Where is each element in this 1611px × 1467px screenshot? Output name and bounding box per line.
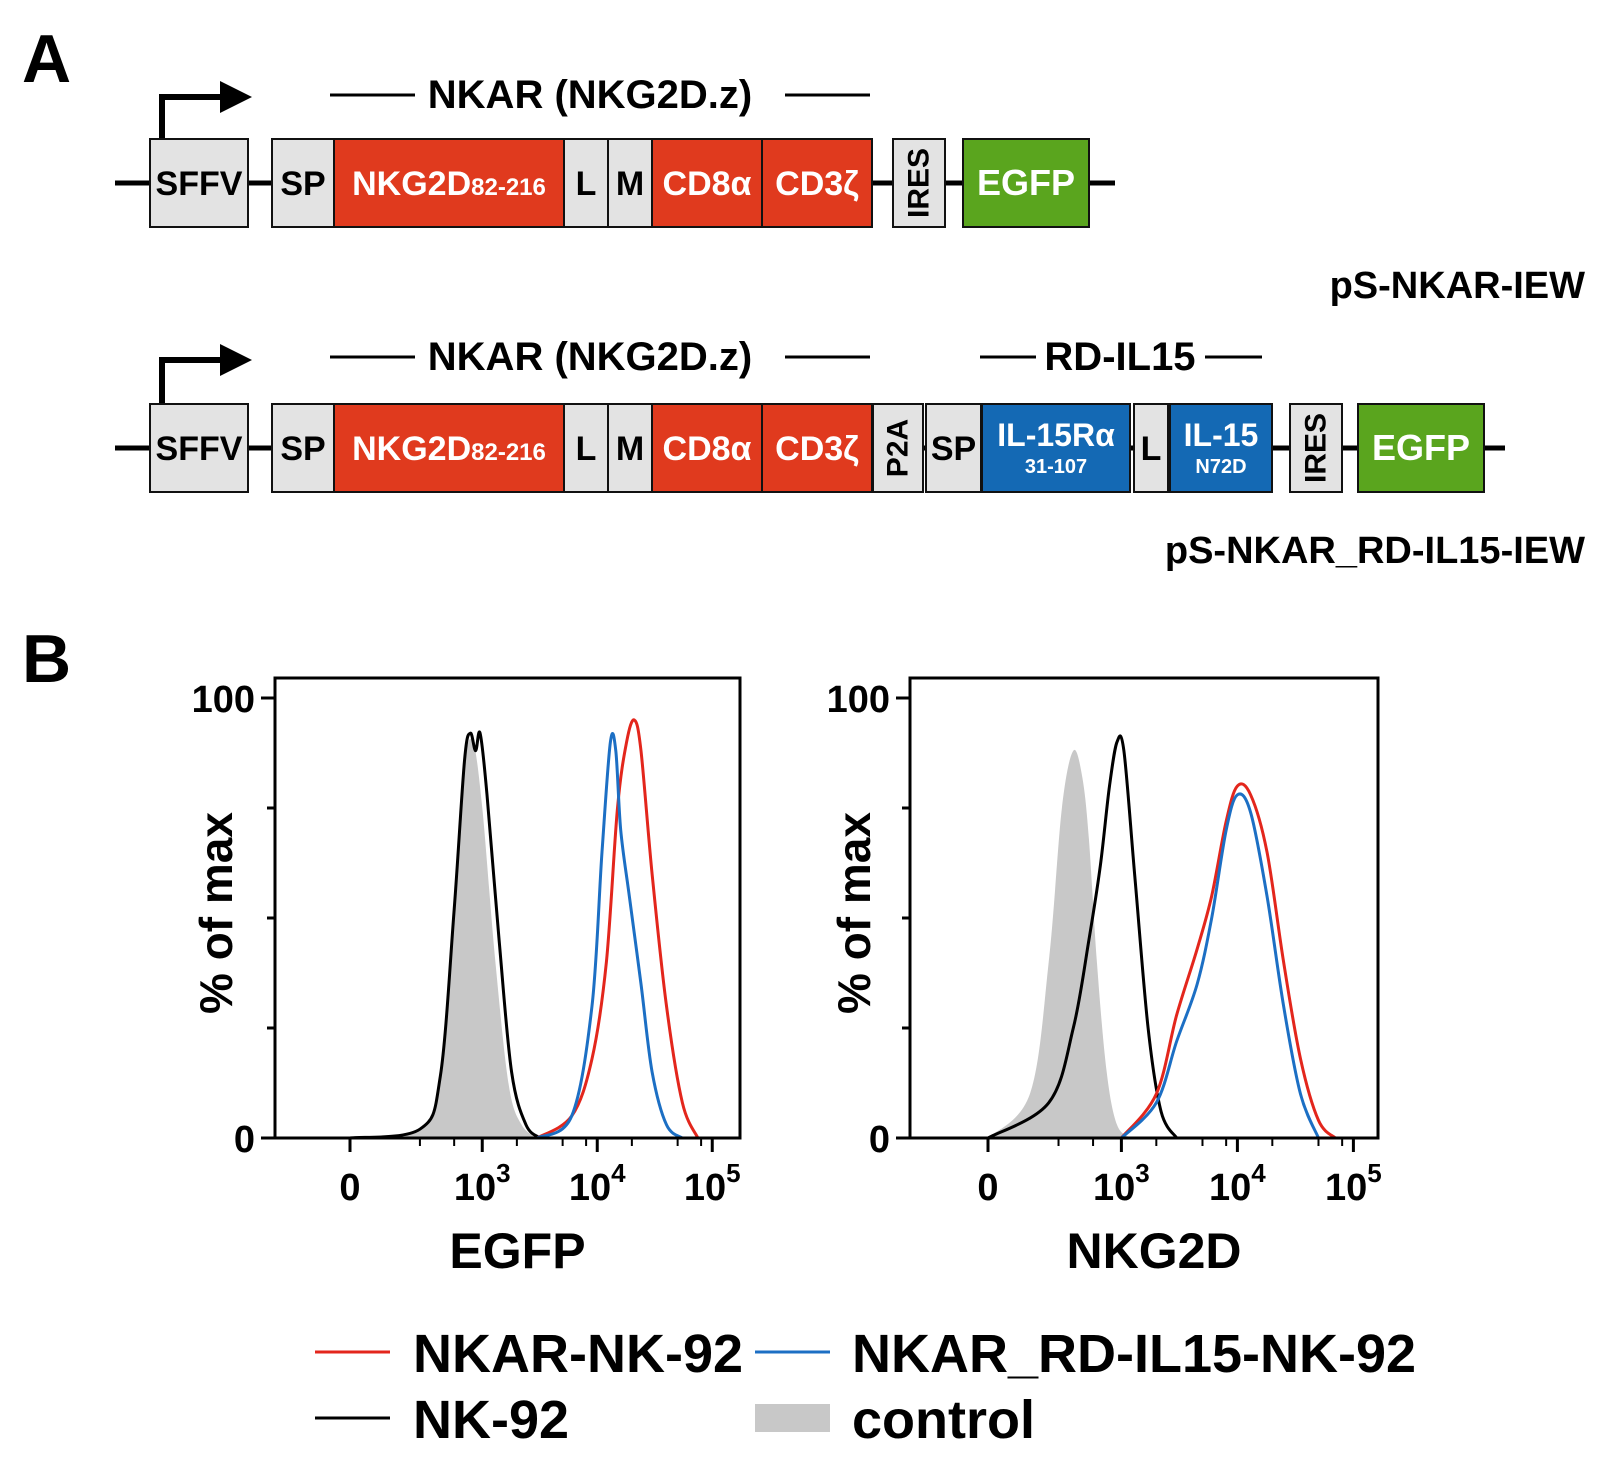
nkg2d-y-axis-label: % of max (828, 812, 880, 1014)
c2-il15ra-box (981, 403, 1131, 493)
c1-sp-label: SP (280, 165, 325, 203)
c2-cd3z-label: CD3ζ (775, 430, 859, 468)
c2-p2a-box (872, 403, 924, 493)
egfp-y-tick-label: 0 (234, 1119, 255, 1161)
nkg2d-x-tick-label: 105 (1325, 1158, 1382, 1209)
legend-label-control: control (852, 1390, 1035, 1450)
c1-nkg2d-box (333, 138, 565, 228)
c2-m-label: M (616, 430, 644, 468)
promoter-arrow-2 (159, 357, 245, 405)
nkg2d-x-tick-label: 0 (977, 1167, 998, 1209)
promoter-arrow-1 (159, 94, 245, 140)
c2-sp2-box (925, 403, 982, 493)
egfp-series-control (350, 738, 538, 1138)
nkg2d-series-control (988, 749, 1131, 1138)
egfp-histogram: 0 100 0 103 104 105 EGFP % of max (190, 676, 742, 1279)
c1-l-label: L (576, 165, 597, 203)
c2-il15-label: IL-15 (1184, 417, 1259, 453)
egfp-x-tick-label: 103 (454, 1158, 511, 1209)
nkg2d-x-tick-label: 103 (1093, 1158, 1150, 1209)
nkg2d-y-tick-label: 0 (869, 1119, 890, 1161)
c2-l-box (563, 403, 609, 493)
legend-label-nk92: NK-92 (413, 1390, 569, 1450)
legend-label-nkar: NKAR-NK-92 (413, 1324, 743, 1384)
panel-a-label: A (22, 21, 71, 97)
c2-sp2-label: SP (931, 430, 976, 468)
c2-cd8a-label: CD8α (663, 430, 752, 468)
c1-sp-box (271, 138, 335, 228)
c2-sp-box (271, 403, 335, 493)
c1-ires-label: IRES (903, 148, 936, 218)
c2-egfp-label: EGFP (1372, 427, 1470, 468)
nkar-bracket-label-2: NKAR (NKG2D.z) (428, 335, 752, 379)
legend-label-nkar-rd-il15: NKAR_RD-IL15-NK-92 (852, 1324, 1416, 1384)
construct-1-name: pS-NKAR-IEW (1330, 265, 1586, 307)
c1-cd3z-label: CD3ζ (775, 165, 859, 203)
promoter-arrowhead-1 (220, 81, 252, 113)
nkg2d-x-tick-label: 104 (1209, 1158, 1266, 1209)
nkar-bracket-label-1: NKAR (NKG2D.z) (428, 73, 752, 117)
egfp-x-tick-label: 105 (684, 1158, 741, 1209)
c1-ires-box (892, 138, 946, 228)
c1-egfp-label: EGFP (977, 162, 1075, 203)
nkg2d-series-nkar (1120, 782, 1337, 1140)
c2-sp-label: SP (280, 430, 325, 468)
c2-sffv-box (149, 403, 249, 493)
panel-b-label: B (22, 621, 71, 697)
c1-sffv-box (149, 138, 249, 228)
promoter-arrowhead-2 (220, 344, 252, 376)
c2-p2a-label: P2A (882, 419, 915, 477)
rd-il15-bracket-label: RD-IL15 (1044, 335, 1195, 379)
c2-sffv-label: SFFV (156, 430, 243, 468)
construct-2: NKAR (NKG2D.z) RD-IL15 SFFV SP NKG2D82-216… (115, 335, 1585, 572)
construct-2-name: pS-NKAR_RD-IL15-IEW (1165, 530, 1585, 572)
c2-ires-box (1289, 403, 1343, 493)
c1-egfp-box (962, 138, 1090, 228)
egfp-plot-frame (273, 676, 742, 1140)
egfp-y-axis-label: % of max (190, 812, 242, 1014)
egfp-series-nk92 (349, 730, 542, 1140)
c2-il15-sublabel: N72D (1195, 456, 1246, 478)
c2-nkg2d-box (333, 403, 565, 493)
construct-1-boxes: SFFV SP NKG2D82-216 L M CD8α CD3ζ IRES EGFP (149, 138, 1090, 228)
c2-egfp-box (1357, 403, 1485, 493)
egfp-x-tick-label: 104 (569, 1158, 626, 1209)
nkg2d-series-nkar-rd-il15 (1120, 792, 1320, 1140)
nkg2d-series-nk92 (987, 734, 1178, 1140)
nkg2d-x-axis-label: NKG2D (1066, 1223, 1241, 1279)
c1-sffv-label: SFFV (156, 165, 243, 203)
legend: NKAR-NK-92 NKAR_RD-IL15-NK-92 NK-92 cont… (315, 1324, 1416, 1450)
egfp-series-nkar-rd-il15 (536, 731, 684, 1140)
c1-m-label: M (616, 165, 644, 203)
construct-1: NKAR (NKG2D.z) SFFV SP NKG2D82-216 L M CD8α CD… (115, 73, 1585, 307)
c1-m-box (607, 138, 653, 228)
c2-ires-label: IRES (1300, 413, 1333, 483)
nkg2d-plot-frame (908, 676, 1380, 1140)
construct-2-boxes: SFFV SP NKG2D82-216 L M CD8α CD3ζ P2A SP IL-15Rα3… (149, 403, 1485, 493)
c2-l-label: L (576, 430, 597, 468)
c2-il15ra-label: IL-15Rα (997, 417, 1115, 453)
egfp-y-tick-label: 100 (192, 679, 255, 721)
c2-l2-label: L (1141, 430, 1162, 468)
nkg2d-y-tick-label: 100 (827, 679, 890, 721)
egfp-series-nkar (536, 718, 700, 1140)
c1-cd3z-box (761, 138, 873, 228)
c2-l2-box (1133, 403, 1169, 493)
legend-swatch-control (755, 1404, 830, 1432)
c1-cd8a-label: CD8α (663, 165, 752, 203)
c2-il15-box (1169, 403, 1273, 493)
nkg2d-histogram: 0 100 0 103 104 105 NKG2D % of max (827, 676, 1382, 1279)
egfp-x-axis-label: EGFP (449, 1223, 585, 1279)
c2-il15ra-sublabel: 31-107 (1025, 456, 1087, 478)
egfp-x-tick-label: 0 (339, 1167, 360, 1209)
